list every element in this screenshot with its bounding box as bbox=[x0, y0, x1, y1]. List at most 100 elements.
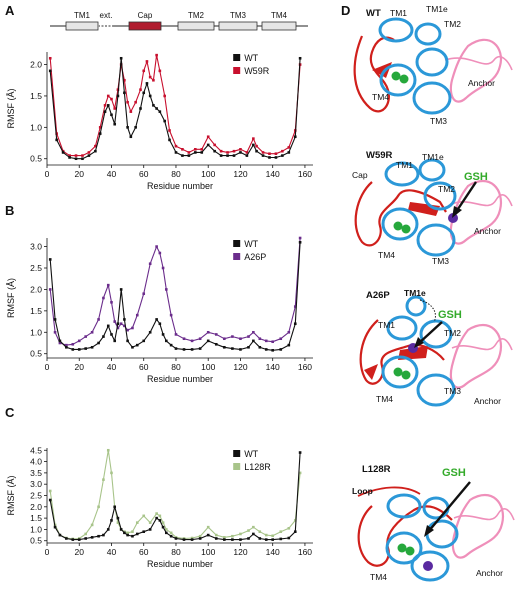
data-point bbox=[135, 532, 139, 536]
anchor-ribbon bbox=[449, 38, 503, 103]
data-point bbox=[110, 300, 113, 304]
data-point bbox=[139, 107, 142, 110]
data-point bbox=[142, 292, 146, 296]
data-point bbox=[190, 339, 194, 343]
x-tick-label: 140 bbox=[266, 362, 280, 372]
x-tick-label: 40 bbox=[107, 362, 117, 372]
data-point bbox=[48, 69, 52, 73]
data-point bbox=[129, 110, 133, 113]
cap-ribbon bbox=[357, 505, 453, 567]
ligand-sphere bbox=[401, 224, 411, 234]
data-point bbox=[126, 126, 129, 129]
data-point bbox=[116, 326, 120, 330]
data-point bbox=[174, 347, 178, 350]
data-point bbox=[155, 512, 158, 515]
x-tick-label: 20 bbox=[75, 547, 85, 557]
data-point bbox=[58, 339, 62, 343]
data-point bbox=[110, 113, 113, 117]
data-point bbox=[102, 335, 105, 338]
data-point bbox=[214, 342, 218, 346]
y-tick-label: 2.0 bbox=[30, 60, 42, 70]
data-point bbox=[293, 322, 297, 326]
domain-label-tm2: TM2 bbox=[188, 11, 205, 20]
data-point bbox=[148, 94, 152, 98]
data-point bbox=[123, 324, 126, 328]
panel-letter-b: B bbox=[5, 203, 14, 218]
helix-tm3 bbox=[412, 81, 452, 115]
x-tick-label: 140 bbox=[266, 169, 280, 179]
data-point bbox=[158, 519, 162, 522]
data-point bbox=[198, 337, 202, 341]
data-point bbox=[168, 129, 171, 132]
data-point bbox=[74, 157, 78, 161]
data-point bbox=[245, 151, 249, 154]
legend-swatch bbox=[233, 240, 241, 247]
data-point bbox=[164, 288, 168, 291]
helix-tm1 bbox=[386, 493, 422, 519]
data-point bbox=[298, 471, 302, 475]
label-tm2: TM2 bbox=[444, 19, 461, 29]
data-point bbox=[258, 537, 262, 540]
data-point bbox=[90, 523, 94, 527]
data-point bbox=[155, 516, 158, 520]
data-point bbox=[198, 534, 202, 538]
data-point bbox=[48, 56, 52, 60]
data-point bbox=[71, 348, 75, 351]
legend-label: L128R bbox=[244, 462, 271, 472]
helix-tm1 bbox=[386, 315, 418, 341]
structure-a26p: A26P GSH TM1e TM1 TM2 TM4 TM3 Anchor bbox=[359, 288, 513, 407]
label-tm3: TM3 bbox=[432, 256, 449, 266]
data-point bbox=[155, 107, 158, 110]
data-point bbox=[226, 154, 229, 157]
data-point bbox=[116, 322, 120, 326]
panel-letter-d: D bbox=[341, 3, 350, 18]
data-point bbox=[258, 530, 262, 533]
data-point bbox=[142, 91, 146, 95]
data-point bbox=[84, 532, 87, 536]
structure-title: L128R bbox=[362, 464, 391, 475]
x-tick-label: 160 bbox=[298, 362, 312, 372]
data-point bbox=[252, 525, 255, 529]
label-tm2: TM2 bbox=[438, 184, 455, 194]
data-point bbox=[106, 104, 110, 107]
structure-title: A26P bbox=[366, 290, 390, 301]
y-tick-label: 3.5 bbox=[30, 468, 42, 478]
x-tick-label: 160 bbox=[298, 547, 312, 557]
data-point bbox=[148, 521, 152, 524]
anchor-coil bbox=[451, 338, 513, 351]
data-point bbox=[169, 534, 173, 538]
data-point bbox=[271, 340, 274, 344]
helix-tm2 bbox=[423, 181, 457, 211]
data-point bbox=[194, 148, 197, 151]
data-point bbox=[169, 343, 173, 347]
data-point bbox=[65, 343, 68, 347]
data-point bbox=[110, 519, 113, 522]
data-point bbox=[198, 537, 202, 540]
helix-tm1 bbox=[384, 161, 420, 187]
data-point bbox=[261, 154, 265, 157]
structure-l128r: L128R GSH Loop TM4 Anchor bbox=[352, 464, 515, 582]
data-point bbox=[264, 538, 268, 541]
data-point bbox=[48, 288, 52, 291]
data-point bbox=[84, 537, 87, 540]
data-point bbox=[84, 335, 87, 338]
data-point bbox=[247, 537, 250, 540]
data-point bbox=[223, 345, 226, 349]
helix-tm1 bbox=[378, 17, 414, 43]
cap-sheet bbox=[372, 62, 392, 78]
rmsf-chart-w59r: 0 20 40 60 80 100 120 140 160 0.5 1.0 1.5 2.0 Residue… bbox=[6, 52, 313, 191]
data-point bbox=[68, 156, 71, 159]
data-point bbox=[231, 335, 234, 338]
data-point bbox=[164, 528, 168, 531]
data-point bbox=[106, 528, 110, 531]
data-point bbox=[65, 537, 68, 540]
helix-tm4 bbox=[381, 207, 419, 241]
domain-label-tm1: TM1 bbox=[74, 11, 91, 20]
data-point bbox=[106, 283, 110, 287]
data-point bbox=[55, 132, 58, 135]
data-point bbox=[264, 533, 268, 537]
legend-swatch bbox=[233, 463, 241, 470]
anchor-coil bbox=[453, 508, 515, 521]
domain-label-cap: Cap bbox=[138, 11, 153, 20]
data-point bbox=[148, 75, 152, 79]
